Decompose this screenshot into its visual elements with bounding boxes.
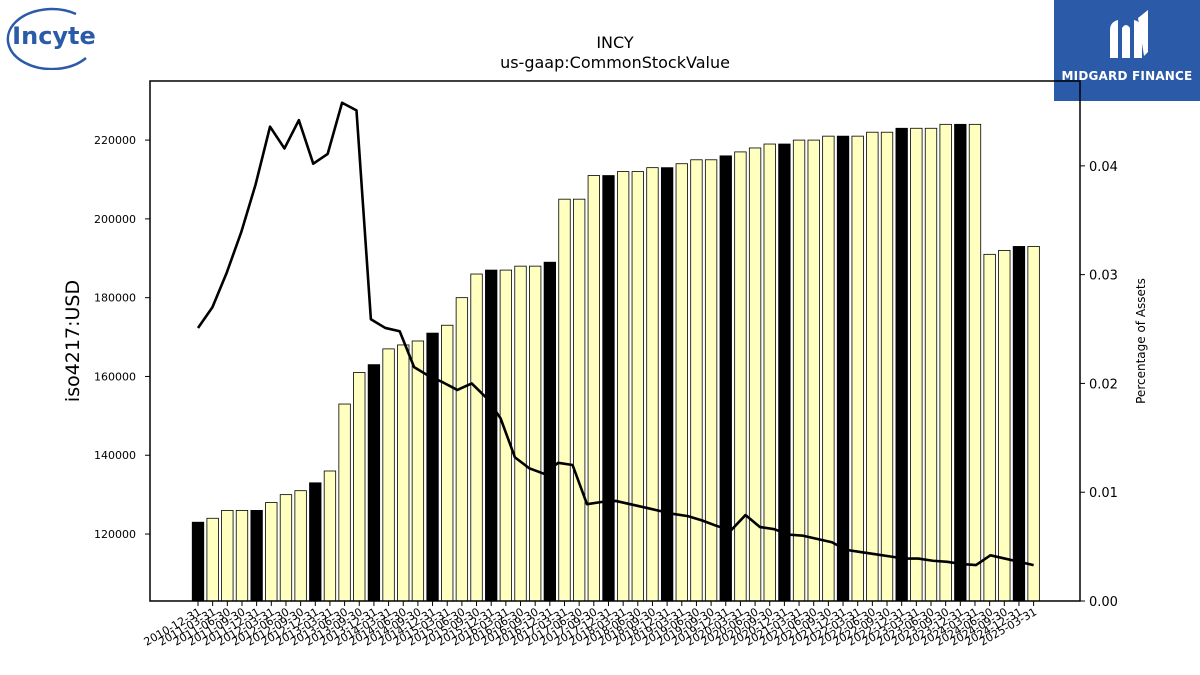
bar-2014-03-31 xyxy=(382,348,395,602)
bar-2022-12-31 xyxy=(895,127,908,602)
y2-tick-label: 0.02 xyxy=(1089,377,1118,392)
bar-2011-06-30 xyxy=(221,509,234,602)
bar-2012-12-31 xyxy=(309,482,322,602)
bar-2012-03-31 xyxy=(265,502,278,602)
bar-2015-03-31 xyxy=(441,324,454,602)
y-tick-label: 220000 xyxy=(94,134,136,147)
bar-2020-09-30 xyxy=(763,143,776,602)
bar-2023-12-31 xyxy=(954,123,967,602)
bar-2021-09-30 xyxy=(822,135,835,602)
bar-2018-06-30 xyxy=(631,171,644,602)
bar-2015-06-30 xyxy=(455,297,469,602)
bar-2016-09-30 xyxy=(529,265,542,602)
bar-2011-12-31 xyxy=(250,509,263,602)
y-tick-label: 160000 xyxy=(94,370,136,383)
chart-title: INCY xyxy=(596,33,634,52)
bar-2019-06-30 xyxy=(690,159,703,602)
bar-2013-06-30 xyxy=(338,403,351,602)
bar-2019-09-30 xyxy=(704,159,718,602)
bar-2011-03-31 xyxy=(206,517,219,602)
bar-2024-12-31 xyxy=(1012,246,1026,602)
midgard-emblem-icon xyxy=(1110,10,1148,58)
x-axis: 2010-12-312011-03-312011-06-302011-09-30… xyxy=(142,601,1039,649)
bar-2018-03-31 xyxy=(616,171,630,602)
bar-2023-03-31 xyxy=(910,127,923,602)
bar-2024-09-30 xyxy=(998,249,1011,602)
bar-2010-12-31 xyxy=(191,521,205,602)
bar-2016-06-30 xyxy=(514,265,527,602)
bar-2020-06-30 xyxy=(748,147,762,602)
bar-group xyxy=(191,123,1040,602)
percentage-line xyxy=(196,101,1034,567)
bar-2014-12-31 xyxy=(426,332,439,602)
bar-2013-03-31 xyxy=(323,470,337,602)
bar-2023-09-30 xyxy=(939,123,952,602)
y-tick-label: 200000 xyxy=(94,213,136,226)
bar-2014-09-30 xyxy=(411,340,425,602)
bar-2019-12-31 xyxy=(719,155,732,602)
midgard-finance-logo: MIDGARD FINANCE xyxy=(1054,0,1200,101)
bar-2022-03-31 xyxy=(851,135,864,602)
bar-2024-06-30 xyxy=(983,253,996,602)
bar-2013-12-31 xyxy=(367,364,381,602)
y2-tick-label: 0.03 xyxy=(1089,269,1118,284)
bar-2014-06-30 xyxy=(397,344,410,602)
incyte-logo: Incyte xyxy=(6,6,102,71)
y2-tick-label: 0.00 xyxy=(1089,595,1118,610)
bar-2022-09-30 xyxy=(880,131,894,602)
incyte-logo-text: Incyte xyxy=(12,22,96,50)
bar-2019-03-31 xyxy=(675,163,688,602)
bar-2023-06-30 xyxy=(924,127,938,602)
bar-2011-09-30 xyxy=(235,509,249,602)
midgard-finance-text: MIDGARD FINANCE xyxy=(1061,69,1193,83)
bar-2020-03-31 xyxy=(734,151,747,602)
y-tick-label: 140000 xyxy=(94,449,136,462)
y-tick-label: 120000 xyxy=(94,528,136,541)
bar-2021-03-31 xyxy=(792,139,806,602)
right-axis: 0.00 0.01 0.02 0.03 0.04 xyxy=(1080,160,1118,610)
bar-2015-12-31 xyxy=(485,269,498,602)
bar-2018-09-30 xyxy=(646,167,659,602)
bar-2017-06-30 xyxy=(573,198,586,602)
bar-2022-06-30 xyxy=(866,131,879,602)
bar-2016-12-31 xyxy=(543,261,556,602)
bar-2017-03-31 xyxy=(558,198,571,602)
line-group xyxy=(196,101,1034,567)
bar-2025-03-31 xyxy=(1027,246,1040,602)
bar-2017-12-31 xyxy=(602,175,615,602)
y-axis-label: iso4217:USD xyxy=(62,280,84,402)
bar-2024-03-31 xyxy=(968,123,982,602)
plot-frame xyxy=(149,80,1081,602)
chart-subtitle: us-gaap:CommonStockValue xyxy=(500,53,730,72)
y2-tick-label: 0.04 xyxy=(1089,160,1118,175)
bar-2013-09-30 xyxy=(353,372,366,602)
bar-2015-09-30 xyxy=(470,273,483,602)
bar-2012-09-30 xyxy=(294,490,307,602)
bar-2017-09-30 xyxy=(587,175,600,602)
y-tick-label: 180000 xyxy=(94,292,136,305)
bar-2012-06-30 xyxy=(279,494,293,602)
bar-2018-12-31 xyxy=(660,167,674,602)
bar-2021-06-30 xyxy=(807,139,820,602)
left-axis: 120000 140000 160000 180000 200000 220000 xyxy=(94,134,150,541)
y2-tick-label: 0.01 xyxy=(1089,486,1118,501)
bar-2021-12-31 xyxy=(836,135,850,602)
y2-axis-label: Percentage of Assets xyxy=(1134,278,1148,404)
